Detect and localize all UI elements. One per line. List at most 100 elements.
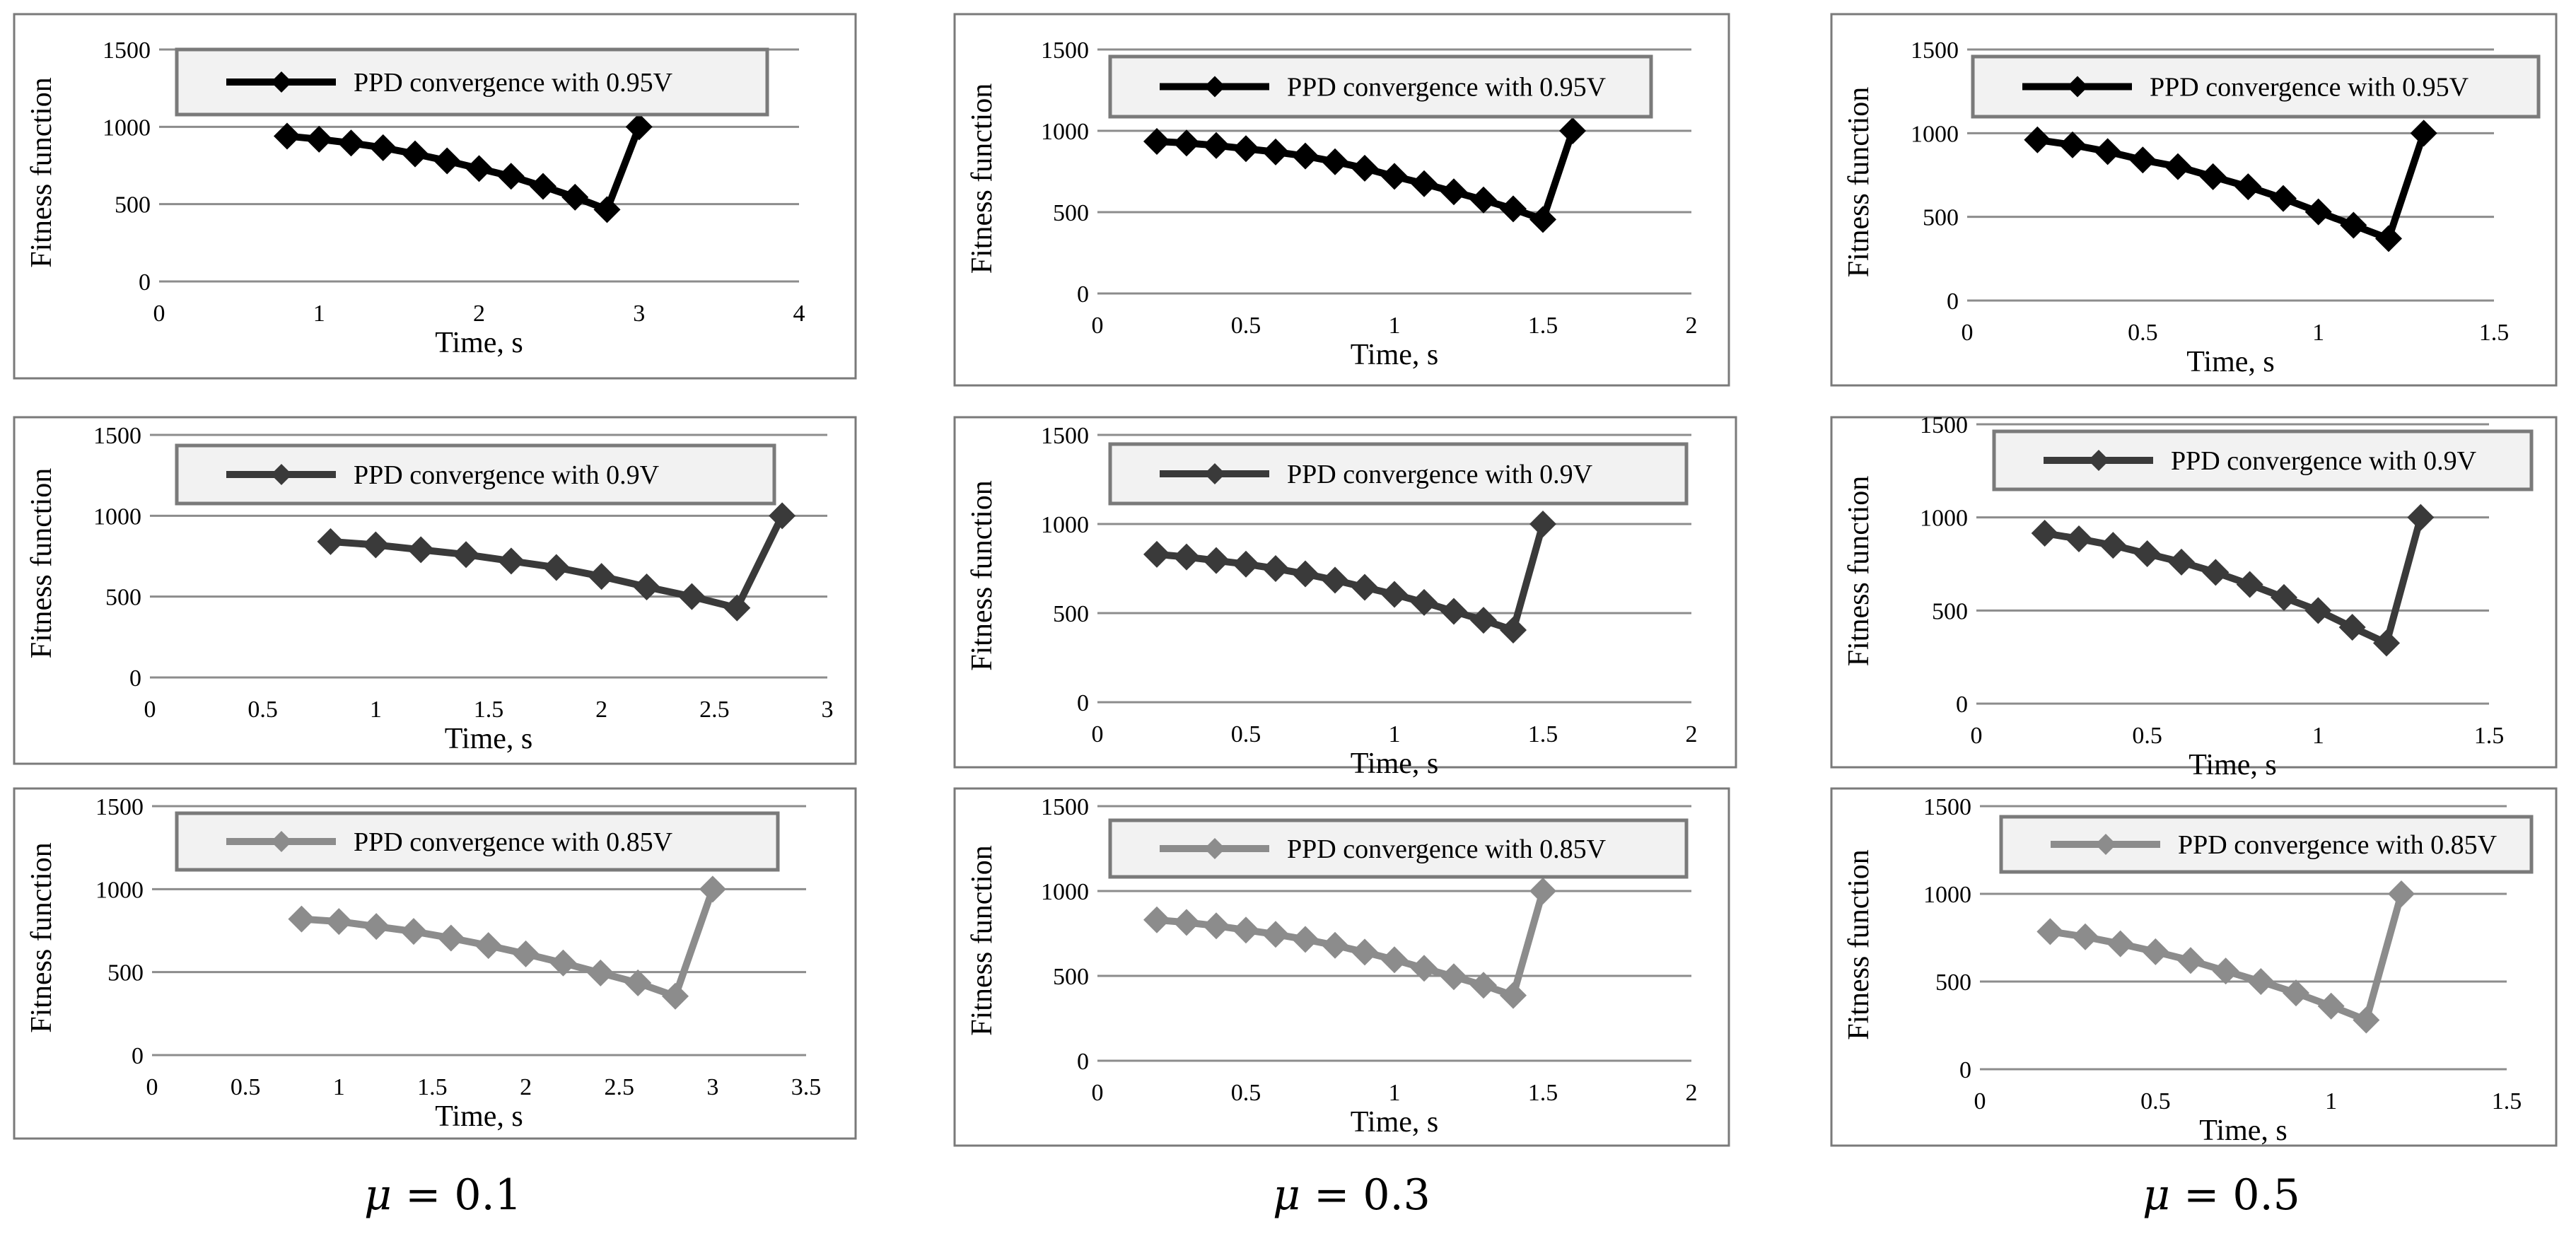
legend-box <box>1108 442 1689 506</box>
x-tick-label: 1.5 <box>1528 721 1558 747</box>
x-tick-label: 2 <box>473 301 485 327</box>
legend-label: PPD convergence with 0.85V <box>1287 834 1607 864</box>
data-point <box>325 908 353 936</box>
data-point <box>2024 126 2051 153</box>
data-point <box>1529 878 1556 904</box>
x-tick-label: 1 <box>2312 723 2324 749</box>
legend-marker <box>271 831 292 852</box>
y-tick-label: 500 <box>1935 970 1971 996</box>
data-point <box>465 155 493 182</box>
data-point <box>723 594 751 622</box>
chart-panel-6: 0 500 1000 1500 0 0.5 1 1.5 Time, s Fitness funct… <box>1830 412 2558 781</box>
data-point <box>2247 968 2275 995</box>
x-axis-title: Time, s <box>445 723 533 755</box>
x-tick-label: 1 <box>1389 313 1401 339</box>
data-point <box>1262 138 1289 165</box>
x-tick-label: 0.5 <box>231 1074 261 1100</box>
data-point <box>1440 178 1467 206</box>
x-tick-label: 0 <box>1092 313 1104 339</box>
x-axis-title: Time, s <box>435 327 523 359</box>
y-tick-label: 1000 <box>1041 512 1089 538</box>
data-point <box>678 583 706 610</box>
data-point <box>1500 616 1527 644</box>
y-tick-label: 1000 <box>103 115 151 141</box>
y-tick-label: 1500 <box>1920 412 1968 438</box>
data-point <box>2133 540 2161 568</box>
data-point <box>1173 129 1200 157</box>
data-point <box>2236 571 2263 598</box>
data-point <box>2099 532 2127 559</box>
y-tick-label: 0 <box>129 665 141 692</box>
data-point <box>2036 918 2064 945</box>
data-point <box>274 122 301 150</box>
x-tick-label: 0.5 <box>2132 723 2162 749</box>
x-tick-label: 1 <box>333 1074 345 1100</box>
x-tick-label: 1.5 <box>474 697 504 723</box>
chart-panel-3: 0 500 1000 1500 0 0.5 1 1.5 Time, s Fitness funct… <box>1830 13 2558 387</box>
data-point <box>1143 540 1170 568</box>
x-tick-label: 0 <box>144 697 156 723</box>
data-point <box>402 140 429 168</box>
y-tick-label: 1000 <box>1041 879 1089 905</box>
y-axis-title: Fitness function <box>1843 849 1875 1040</box>
data-point <box>1262 921 1289 948</box>
x-tick-label: 0 <box>1092 1080 1104 1106</box>
data-point <box>1411 955 1438 982</box>
legend-marker <box>2088 450 2109 471</box>
x-tick-label: 0 <box>1092 721 1104 747</box>
y-tick-label: 500 <box>1932 598 1968 624</box>
mu-value: = 0.5 <box>2170 1170 2300 1220</box>
legend-marker <box>2095 834 2116 855</box>
legend-marker <box>1204 463 1225 484</box>
chart-panel-7: 0 500 1000 1500 0 0.5 1 1.5 2 2.5 3 3.5 Time, s Fitne… <box>13 787 857 1140</box>
y-axis-title: Fitness function <box>966 480 998 671</box>
data-point <box>2407 504 2435 531</box>
x-tick-label: 0.5 <box>1231 721 1261 747</box>
data-point <box>2072 923 2099 950</box>
data-point <box>305 125 333 153</box>
legend-label: PPD convergence with 0.95V <box>1287 73 1607 103</box>
x-tick-label: 3 <box>822 697 834 723</box>
x-tick-label: 0.5 <box>2128 320 2158 346</box>
data-point <box>1322 931 1348 959</box>
data-point <box>2375 225 2402 252</box>
x-tick-label: 0 <box>1971 723 1983 749</box>
y-tick-label: 1500 <box>1041 37 1089 64</box>
data-point <box>1322 566 1348 594</box>
y-tick-label: 0 <box>1077 690 1089 716</box>
data-point <box>437 924 465 952</box>
data-point <box>1322 148 1348 175</box>
data-point <box>699 875 726 903</box>
data-point <box>2283 979 2309 1007</box>
data-point <box>2271 583 2297 611</box>
x-axis-title: Time, s <box>2199 1114 2287 1147</box>
data-point <box>1559 117 1586 144</box>
legend-box <box>1999 815 2534 874</box>
y-tick-label: 1000 <box>1041 119 1089 145</box>
x-axis-title: Time, s <box>435 1100 523 1133</box>
data-point <box>1292 560 1319 588</box>
data-point <box>530 173 556 200</box>
column-label-1: μ = 0.1 <box>364 1170 522 1220</box>
y-tick-label: 500 <box>107 960 144 986</box>
y-tick-label: 1500 <box>1923 794 1971 820</box>
y-tick-label: 1000 <box>95 877 144 903</box>
data-point <box>1440 598 1467 625</box>
data-point <box>369 134 397 161</box>
y-tick-label: 1500 <box>1911 37 1959 64</box>
y-tick-label: 1500 <box>95 794 144 820</box>
data-point <box>633 573 660 600</box>
data-point <box>453 541 480 569</box>
x-tick-label: 3 <box>633 301 645 327</box>
data-point <box>1500 982 1527 1009</box>
y-axis-title: Fitness function <box>1843 476 1875 667</box>
x-tick-label: 2.5 <box>699 697 730 723</box>
data-point <box>2304 597 2332 624</box>
y-tick-label: 0 <box>1077 1049 1089 1075</box>
data-point <box>1351 574 1378 601</box>
mu-symbol: μ <box>2143 1170 2170 1220</box>
data-point <box>1203 132 1230 159</box>
x-tick-label: 4 <box>793 301 805 327</box>
x-tick-label: 1.5 <box>2479 320 2510 346</box>
